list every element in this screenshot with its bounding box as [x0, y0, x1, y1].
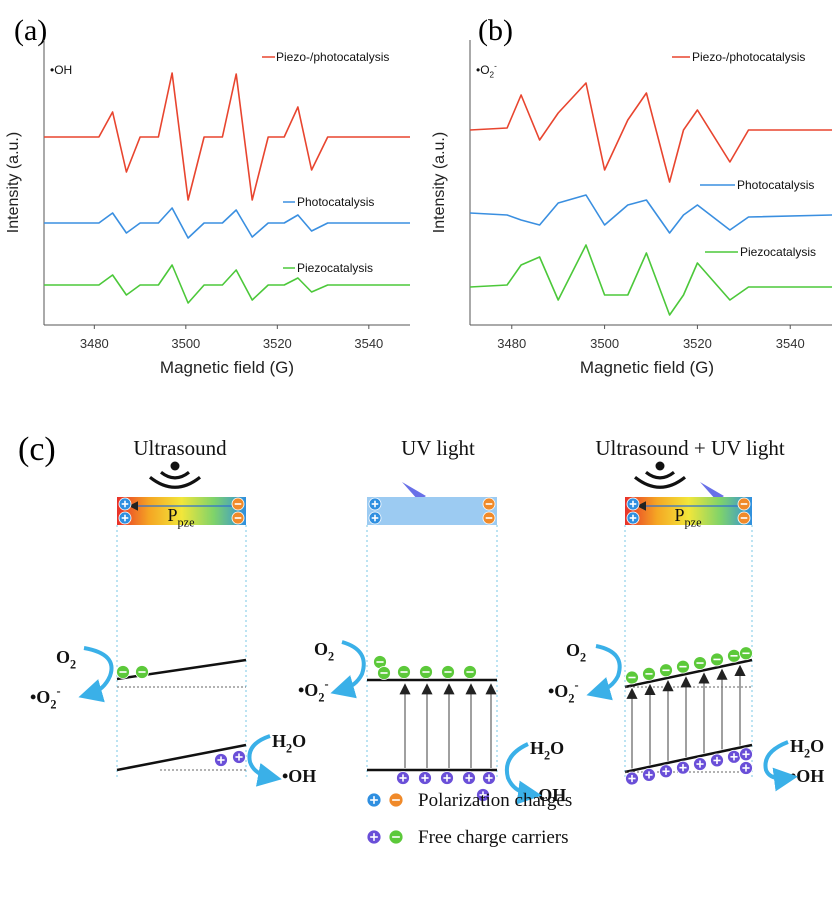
species-base: H [272, 731, 286, 751]
polarization-label-sub: pze [178, 515, 195, 529]
speaker-dot [170, 461, 180, 471]
crystal [367, 497, 497, 525]
spectrum-line [44, 72, 410, 201]
panel-label: (c) [18, 431, 56, 468]
species-base: •O [30, 687, 50, 707]
sound-wave [149, 475, 201, 489]
y-axis-label: Intensity (a.u.) [431, 132, 448, 233]
species-sup: - [56, 684, 60, 698]
polarization-label-base: P [168, 505, 178, 525]
panel-label: (b) [478, 14, 513, 47]
species: O2 [56, 647, 76, 671]
species-sup: - [324, 677, 328, 691]
spectrum-line [44, 264, 410, 304]
reaction-arrow [78, 646, 114, 703]
speaker-dot [655, 461, 665, 471]
annotation-sup: - [494, 62, 497, 71]
x-tick-label: 3480 [497, 336, 526, 351]
band-edge [624, 743, 753, 774]
band-edge [624, 658, 753, 689]
species: H2O [790, 736, 824, 760]
panel-label: (a) [14, 14, 47, 47]
column-title: Ultrasound + UV light [595, 436, 785, 460]
species-base: H [790, 736, 804, 756]
reaction-arrow [247, 734, 282, 787]
light-bolt [700, 482, 738, 518]
polarization-label: Ppze [675, 505, 702, 529]
species: •O2- [548, 678, 579, 706]
x-tick-label: 3540 [776, 336, 805, 351]
x-tick-label: 3520 [263, 336, 292, 351]
legend-label: Free charge carriers [418, 827, 569, 848]
spectrum-line [469, 244, 832, 316]
species-base: O [314, 639, 328, 659]
x-tick-label: 3500 [171, 336, 200, 351]
species-sub: 2 [544, 748, 550, 762]
legend-label: Piezo-/photocatalysis [692, 50, 805, 64]
species-sub: 2 [580, 650, 586, 664]
species-sub: 2 [568, 691, 574, 705]
species-sub: 2 [286, 741, 292, 755]
species: •OH [282, 766, 316, 786]
species: H2O [272, 731, 306, 755]
polarization-label-base: P [675, 505, 685, 525]
species-base: •O [548, 681, 568, 701]
band-edge [116, 743, 247, 772]
species-base: O [56, 647, 70, 667]
polarization-label-sub: pze [685, 515, 702, 529]
legend-label: Piezo-/photocatalysis [276, 50, 389, 64]
species: O2 [314, 639, 334, 663]
x-tick-label: 3520 [683, 336, 712, 351]
species-sub: 2 [804, 746, 810, 760]
annotation: •OH [50, 63, 72, 77]
sound-wave [645, 471, 675, 480]
species-tail: O [550, 738, 564, 758]
column-title: UV light [401, 436, 475, 460]
species: H2O [530, 738, 564, 762]
legend-label: Photocatalysis [297, 195, 374, 209]
species-tail: O [292, 731, 306, 751]
species-base: H [530, 738, 544, 758]
species: O2 [566, 640, 586, 664]
species-sub: 2 [318, 690, 324, 704]
reaction-arrow [505, 742, 542, 805]
legend-label: Photocatalysis [737, 178, 814, 192]
reaction-arrow [586, 644, 622, 701]
species-sup: - [574, 678, 578, 692]
reaction-arrow [330, 640, 366, 699]
species-base: •O [298, 680, 318, 700]
column-title: Ultrasound [133, 436, 227, 460]
spectrum-line [469, 194, 832, 234]
x-axis-label: Magnetic field (G) [160, 358, 294, 377]
crystal [117, 497, 246, 525]
y-axis-label: Intensity (a.u.) [5, 132, 22, 233]
light-bolt [402, 482, 440, 518]
annotation: •O2- [476, 62, 497, 80]
species: •O2- [298, 677, 329, 705]
species: •O2- [30, 684, 61, 712]
reaction-arrow [763, 740, 798, 792]
x-tick-label: 3480 [80, 336, 109, 351]
sound-wave [634, 475, 686, 489]
legend-label: Piezocatalysis [740, 245, 816, 259]
species-base: O [566, 640, 580, 660]
legend-label: Polarization charges [418, 790, 572, 811]
annotation-sub: 2 [490, 71, 495, 80]
annotation-base: •O [476, 63, 490, 77]
species-sub: 2 [70, 657, 76, 671]
species-tail: O [810, 736, 824, 756]
x-axis-label: Magnetic field (G) [580, 358, 714, 377]
species-sub: 2 [50, 697, 56, 711]
x-tick-label: 3500 [590, 336, 619, 351]
spectrum-line [44, 207, 410, 239]
species-sub: 2 [328, 649, 334, 663]
legend-label: Piezocatalysis [297, 261, 373, 275]
species: •OH [790, 766, 824, 786]
spectrum-line [469, 82, 832, 183]
sound-wave [160, 471, 190, 480]
x-tick-label: 3540 [354, 336, 383, 351]
polarization-label: Ppze [168, 505, 195, 529]
